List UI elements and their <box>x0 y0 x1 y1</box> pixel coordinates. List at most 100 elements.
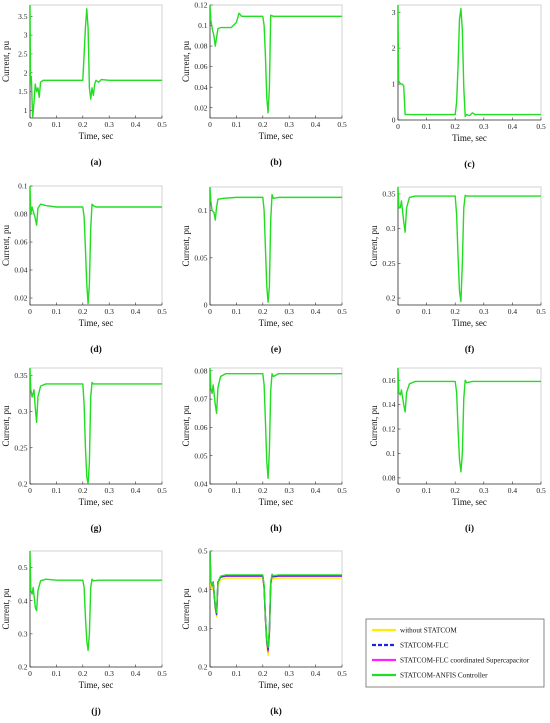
x-tick-label: 0.2 <box>78 120 88 129</box>
y-tick-label: 0.1 <box>386 449 396 458</box>
plot-frame <box>29 367 163 485</box>
x-tick-label: 0.3 <box>479 307 489 316</box>
y-tick-label: 0.5 <box>198 547 208 556</box>
x-tick-label: 0.5 <box>337 669 347 678</box>
panel-label: (f) <box>465 344 475 355</box>
x-axis-label: Time, sec <box>79 318 114 328</box>
x-tick-label: 0.5 <box>157 307 167 316</box>
x-axis-label: Time, sec <box>259 318 294 328</box>
legend-label: STATCOM-FLC coordinated Supercapacitor <box>400 657 530 665</box>
x-tick-label: 0.4 <box>131 669 141 678</box>
y-axis-label: Current, pu <box>1 41 11 82</box>
panel-label: (e) <box>271 344 282 355</box>
panel-label: (i) <box>465 523 474 534</box>
panel-label: (c) <box>464 159 475 170</box>
x-axis-label: Time, sec <box>79 680 114 690</box>
y-tick-label: 0.07 <box>194 395 207 404</box>
y-axis-label: Current, pu <box>181 225 191 266</box>
x-tick-label: 0.5 <box>337 307 347 316</box>
panel-f: 0 0.1 0.2 0.3 0.4 0.5 0.2 0.25 0.3 0.35 Time, sec C… <box>369 186 546 355</box>
x-tick-label: 0.4 <box>131 120 141 129</box>
y-axis-label: Current, pu <box>369 225 379 266</box>
y-tick-label: 0.1 <box>198 206 208 215</box>
x-tick-label: 0.3 <box>285 669 295 678</box>
panel-j: 0 0.1 0.2 0.3 0.4 0.5 0.2 0.3 0.4 0.5 Time, sec Cur… <box>1 550 167 717</box>
y-tick-label: 0.1 <box>18 182 28 191</box>
x-tick-label: 0 <box>208 307 212 316</box>
y-tick-label: 0.5 <box>18 563 28 572</box>
series-line <box>398 368 541 473</box>
x-tick-label: 0.5 <box>536 307 546 316</box>
y-tick-label: 0.04 <box>194 480 207 489</box>
panel-label: (h) <box>270 523 282 534</box>
y-tick-label: 0.1 <box>198 21 208 30</box>
y-axis-label: Current, pu <box>1 405 11 446</box>
x-tick-label: 0.2 <box>451 307 461 316</box>
y-tick-label: 0 <box>392 116 396 125</box>
x-tick-label: 0.1 <box>232 307 242 316</box>
x-tick-label: 0.1 <box>232 486 242 495</box>
plot-frame <box>397 4 542 121</box>
plot-frame <box>397 367 542 485</box>
y-tick-label: 0.4 <box>198 585 208 594</box>
panel-h: 0 0.1 0.2 0.3 0.4 0.5 0.04 0.05 0.06 0.07 0.08 Time… <box>181 366 347 534</box>
x-tick-label: 0.3 <box>105 669 115 678</box>
x-tick-label: 0.4 <box>311 486 321 495</box>
y-tick-label: 3.5 <box>18 12 28 21</box>
y-tick-label: 0.08 <box>194 42 207 51</box>
y-tick-label: 0.06 <box>194 423 207 432</box>
x-tick-label: 0.1 <box>52 669 62 678</box>
panel-label: (j) <box>91 706 101 717</box>
y-tick-label: 3 <box>24 31 28 40</box>
y-tick-label: 0.35 <box>382 190 395 199</box>
series-line <box>30 5 162 118</box>
y-tick-label: 1 <box>24 106 28 115</box>
series-line <box>398 187 541 303</box>
x-tick-label: 0.5 <box>536 486 546 495</box>
x-tick-label: 0.3 <box>479 486 489 495</box>
y-tick-label: 0.04 <box>14 266 27 275</box>
x-tick-label: 0 <box>28 669 32 678</box>
plot-frame <box>209 367 343 485</box>
x-tick-label: 0.1 <box>422 486 432 495</box>
x-tick-label: 0.2 <box>78 486 88 495</box>
x-tick-label: 0.4 <box>508 486 518 495</box>
series-line <box>30 551 162 652</box>
x-tick-label: 0 <box>396 486 400 495</box>
panel-k: 0 0.1 0.2 0.3 0.4 0.5 0.2 0.3 0.4 0.5 Time, sec Cur… <box>181 547 347 717</box>
x-tick-label: 0.4 <box>131 307 141 316</box>
x-tick-label: 0.2 <box>258 307 268 316</box>
x-tick-label: 0.3 <box>285 120 295 129</box>
y-tick-label: 0.4 <box>18 596 28 605</box>
plot-frame <box>209 550 343 668</box>
series-line <box>30 368 162 484</box>
x-tick-label: 0.3 <box>105 486 115 495</box>
x-tick-label: 0.5 <box>536 122 546 131</box>
x-tick-label: 0.3 <box>105 120 115 129</box>
y-tick-label: 0.04 <box>194 83 207 92</box>
panel-label: (a) <box>90 157 101 168</box>
panel-d: 0 0.1 0.2 0.3 0.4 0.5 0.02 0.04 0.06 0.08 0.1 Time,… <box>1 182 167 355</box>
y-tick-label: 0.14 <box>382 400 395 409</box>
x-tick-label: 0.1 <box>52 307 62 316</box>
y-tick-label: 0.3 <box>198 624 208 633</box>
x-tick-label: 0.5 <box>157 669 167 678</box>
plot-frame <box>209 186 343 306</box>
y-tick-label: 1.5 <box>18 87 28 96</box>
y-tick-label: 2 <box>392 44 396 53</box>
series-line <box>210 551 342 649</box>
x-tick-label: 0.4 <box>508 122 518 131</box>
y-tick-label: 0.2 <box>18 480 28 489</box>
legend-label: STATCOM-FLC <box>400 642 449 650</box>
x-axis-label: Time, sec <box>452 318 487 328</box>
panel-label: (b) <box>270 157 282 168</box>
x-tick-label: 0.2 <box>258 669 268 678</box>
x-tick-label: 0 <box>28 486 32 495</box>
y-tick-label: 0.2 <box>198 663 208 672</box>
y-tick-label: 0.06 <box>194 62 207 71</box>
x-axis-label: Time, sec <box>79 131 114 141</box>
series-line <box>30 186 162 305</box>
x-tick-label: 0.4 <box>508 307 518 316</box>
x-axis-label: Time, sec <box>259 131 294 141</box>
